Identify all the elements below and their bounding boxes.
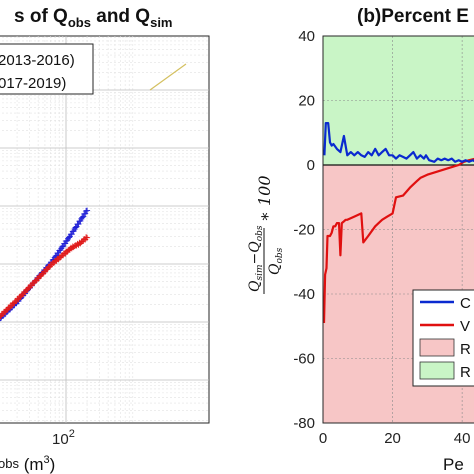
right-y-tick-label: -80 xyxy=(293,415,315,432)
left-blue-point xyxy=(84,207,91,214)
left-red-point xyxy=(84,234,91,241)
left-x-axis-label: obs (m3) xyxy=(0,454,55,474)
legend-label-3: R xyxy=(460,341,471,358)
legend-patch-red xyxy=(419,338,455,357)
left-panel: s of Qobs and Qsim 2013-2016) 017-2019) … xyxy=(0,6,210,474)
right-x-tick-label: 40 xyxy=(454,430,471,447)
legend-patch-green xyxy=(419,361,455,380)
left-series-red xyxy=(0,234,91,320)
left-blue-point xyxy=(79,214,86,221)
left-legend-label-2: 017-2019) xyxy=(0,75,66,92)
left-plot-frame xyxy=(0,35,210,424)
left-blue-point xyxy=(75,221,82,227)
left-blue-point xyxy=(66,234,72,241)
right-y-tick-label: -60 xyxy=(293,351,315,368)
left-reference-line xyxy=(149,63,187,91)
left-blue-point xyxy=(72,224,79,231)
right-y-tick-label: -40 xyxy=(293,286,315,303)
left-gridlines xyxy=(0,36,209,423)
left-legend-box xyxy=(0,43,94,95)
left-title: s of Qobs and Qsim xyxy=(14,6,173,30)
right-x-tick-label: 0 xyxy=(319,430,327,447)
right-y-axis-label: Qsim−Qobs Qobs ∗ 100 xyxy=(247,176,285,294)
legend-label-4: R xyxy=(460,364,471,381)
right-x-axis-label: Pe xyxy=(443,455,464,474)
legend-label-2: V xyxy=(460,318,470,335)
left-x-tick-label: 102 xyxy=(52,428,75,448)
left-blue-point xyxy=(59,243,66,250)
left-legend: 2013-2016) 017-2019) xyxy=(0,43,94,95)
right-legend: C V R R xyxy=(412,289,474,387)
ylabel-numerator: Qsim−Qobs xyxy=(247,225,265,292)
right-title: (b)Percent E xyxy=(357,6,469,27)
right-plot-frame xyxy=(322,35,474,424)
legend-label-1: C xyxy=(460,295,471,312)
left-blue-point xyxy=(82,210,89,217)
ylabel-denominator: Qobs xyxy=(267,247,285,275)
left-legend-label-1: 2013-2016) xyxy=(0,52,75,69)
right-y-tick-label: 20 xyxy=(298,93,315,110)
ylabel-multiplier: ∗ 100 xyxy=(255,176,274,223)
right-y-tick-label: 0 xyxy=(307,157,315,174)
series-red-line xyxy=(322,157,474,324)
series-blue-line xyxy=(323,121,474,163)
right-y-tick-label: -20 xyxy=(293,222,315,239)
right-y-tick-label: 40 xyxy=(298,28,315,45)
right-x-tick-label: 20 xyxy=(384,430,401,447)
left-blue-point xyxy=(68,231,75,238)
